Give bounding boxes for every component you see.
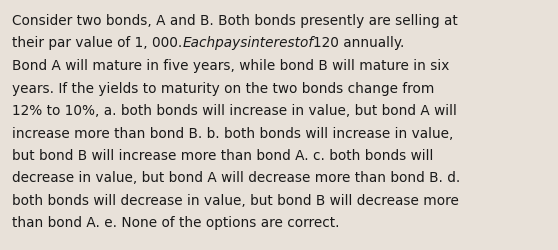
Text: their par value of 1, 000.: their par value of 1, 000.: [12, 36, 182, 50]
Text: years. If the yields to maturity on the two bonds change from: years. If the yields to maturity on the …: [12, 81, 434, 95]
Text: 12% to 10%, a. both bonds will increase in value, but bond A will: 12% to 10%, a. both bonds will increase …: [12, 104, 457, 118]
Text: Consider two bonds, A and B. Both bonds presently are selling at: Consider two bonds, A and B. Both bonds …: [12, 14, 458, 28]
Text: but bond B will increase more than bond A. c. both bonds will: but bond B will increase more than bond …: [12, 148, 434, 162]
Text: increase more than bond B. b. both bonds will increase in value,: increase more than bond B. b. both bonds…: [12, 126, 453, 140]
Text: than bond A. e. None of the options are correct.: than bond A. e. None of the options are …: [12, 216, 339, 230]
Text: decrease in value, but bond A will decrease more than bond B. d.: decrease in value, but bond A will decre…: [12, 171, 460, 185]
Text: Bond A will mature in five years, while bond B will mature in six: Bond A will mature in five years, while …: [12, 59, 449, 73]
Text: Eachpaysinterestof: Eachpaysinterestof: [182, 36, 314, 50]
Text: 120 annually.: 120 annually.: [314, 36, 405, 50]
Text: both bonds will decrease in value, but bond B will decrease more: both bonds will decrease in value, but b…: [12, 193, 459, 207]
